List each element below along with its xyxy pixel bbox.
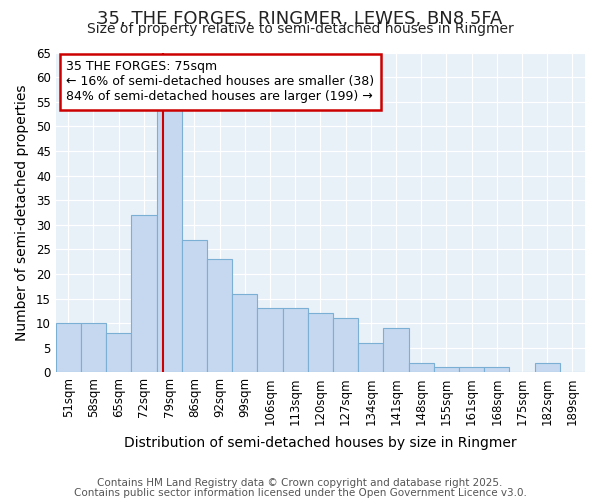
Text: Size of property relative to semi-detached houses in Ringmer: Size of property relative to semi-detach… <box>86 22 514 36</box>
Bar <box>257 308 283 372</box>
Bar <box>232 294 257 372</box>
X-axis label: Distribution of semi-detached houses by size in Ringmer: Distribution of semi-detached houses by … <box>124 436 517 450</box>
Bar <box>131 215 157 372</box>
Bar <box>157 106 182 372</box>
Bar <box>283 308 308 372</box>
Bar <box>484 368 509 372</box>
Bar <box>81 323 106 372</box>
Bar <box>333 318 358 372</box>
Bar <box>106 333 131 372</box>
Bar <box>409 362 434 372</box>
Text: Contains public sector information licensed under the Open Government Licence v3: Contains public sector information licen… <box>74 488 526 498</box>
Bar <box>56 323 81 372</box>
Bar <box>383 328 409 372</box>
Text: 35, THE FORGES, RINGMER, LEWES, BN8 5FA: 35, THE FORGES, RINGMER, LEWES, BN8 5FA <box>97 10 503 28</box>
Bar <box>459 368 484 372</box>
Y-axis label: Number of semi-detached properties: Number of semi-detached properties <box>15 84 29 340</box>
Text: Contains HM Land Registry data © Crown copyright and database right 2025.: Contains HM Land Registry data © Crown c… <box>97 478 503 488</box>
Bar <box>207 259 232 372</box>
Text: 35 THE FORGES: 75sqm
← 16% of semi-detached houses are smaller (38)
84% of semi-: 35 THE FORGES: 75sqm ← 16% of semi-detac… <box>66 60 374 104</box>
Bar <box>535 362 560 372</box>
Bar <box>358 343 383 372</box>
Bar <box>182 240 207 372</box>
Bar <box>308 314 333 372</box>
Bar <box>434 368 459 372</box>
